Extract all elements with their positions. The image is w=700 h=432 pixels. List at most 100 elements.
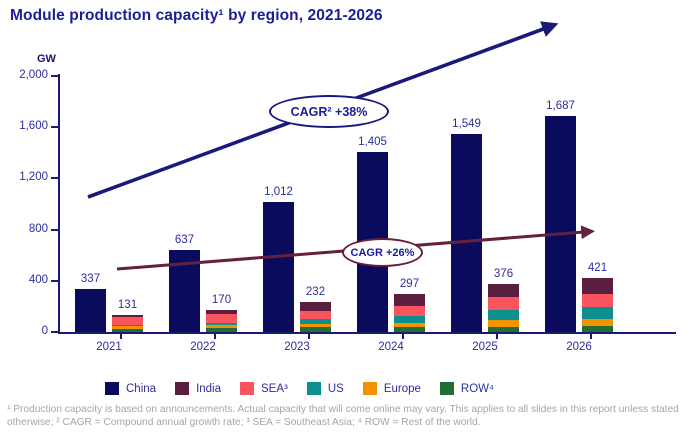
cagr-annotation-china: CAGR² +38% bbox=[269, 95, 389, 128]
segment-sea-2026 bbox=[582, 294, 613, 307]
bar-value-label-china-2023: 1,012 bbox=[264, 186, 293, 199]
segment-sea-2024 bbox=[394, 306, 425, 317]
legend-swatch-china bbox=[105, 382, 119, 395]
chart-legend: China India SEA³ US Europe ROW⁴ bbox=[105, 382, 494, 395]
segment-sea-2023 bbox=[300, 310, 331, 319]
y-axis-tick bbox=[51, 177, 58, 180]
legend-label-us: US bbox=[327, 382, 344, 395]
segment-india-2021 bbox=[112, 315, 143, 317]
bar-china-2021 bbox=[75, 288, 106, 332]
x-axis-tick bbox=[496, 334, 498, 339]
legend-label-india: India bbox=[196, 382, 221, 395]
legend-label-sea: SEA³ bbox=[261, 382, 288, 395]
segment-europe-2022 bbox=[206, 325, 237, 328]
bar-value-label-stack-2022: 170 bbox=[211, 294, 232, 307]
legend-item-row: ROW⁴ bbox=[439, 382, 494, 395]
segment-us-2022 bbox=[206, 322, 237, 326]
segment-sea-2021 bbox=[112, 317, 143, 325]
segment-us-2025 bbox=[488, 309, 519, 321]
legend-swatch-us bbox=[306, 382, 321, 395]
legend-item-sea: SEA³ bbox=[240, 382, 288, 395]
segment-europe-2026 bbox=[582, 318, 613, 327]
y-axis-tick bbox=[51, 75, 58, 77]
bar-stack-2022 bbox=[206, 310, 237, 332]
x-axis-label-2021: 2021 bbox=[96, 341, 122, 353]
segment-europe-2021 bbox=[112, 326, 143, 329]
legend-label-row: ROW⁴ bbox=[460, 382, 494, 395]
bar-value-label-stack-2021: 131 bbox=[117, 299, 138, 312]
chart-title: Module production capacity¹ by region, 2… bbox=[10, 7, 383, 24]
y-axis-tick bbox=[51, 279, 58, 282]
segment-india-2024 bbox=[394, 293, 425, 307]
y-axis-tick-label: 2,000 bbox=[19, 69, 48, 81]
x-axis-label-2024: 2024 bbox=[378, 341, 404, 353]
segment-europe-2023 bbox=[300, 323, 331, 328]
segment-europe-2025 bbox=[488, 320, 519, 327]
segment-row-2022 bbox=[206, 328, 237, 332]
bar-value-label-stack-2026: 421 bbox=[587, 262, 608, 275]
bar-value-label-stack-2025: 376 bbox=[493, 267, 514, 280]
segment-us-2023 bbox=[300, 318, 331, 324]
bar-stack-2026 bbox=[582, 278, 613, 332]
bar-value-label-china-2025: 1,549 bbox=[452, 117, 481, 130]
x-axis-tick bbox=[590, 334, 592, 339]
footnote: ¹ Production capacity is based on announ… bbox=[7, 404, 679, 429]
bar-value-label-china-2024: 1,405 bbox=[358, 136, 387, 149]
y-axis-tick bbox=[51, 331, 58, 333]
y-axis-tick-label: 1,200 bbox=[19, 171, 48, 184]
bar-china-2026 bbox=[545, 116, 576, 332]
y-axis-tick-label: 1,600 bbox=[19, 120, 48, 133]
segment-india-2022 bbox=[206, 310, 237, 314]
segment-sea-2025 bbox=[488, 297, 519, 310]
segment-india-2026 bbox=[582, 278, 613, 295]
y-axis-tick-label: 0 bbox=[41, 325, 48, 337]
segment-row-2024 bbox=[394, 326, 425, 332]
legend-item-us: US bbox=[306, 382, 344, 395]
segment-sea-2022 bbox=[206, 313, 237, 323]
segment-us-2024 bbox=[394, 316, 425, 323]
legend-item-europe: Europe bbox=[362, 382, 421, 395]
bar-value-label-china-2022: 637 bbox=[174, 234, 195, 247]
segment-row-2021 bbox=[112, 328, 143, 332]
y-axis-tick bbox=[51, 126, 58, 129]
bar-china-2025 bbox=[451, 133, 482, 332]
legend-item-india: India bbox=[175, 382, 221, 395]
bar-value-label-stack-2024: 297 bbox=[399, 277, 420, 290]
segment-india-2023 bbox=[300, 302, 331, 311]
bar-china-2023 bbox=[263, 202, 294, 332]
x-axis-tick bbox=[214, 334, 216, 339]
bar-value-label-stack-2023: 232 bbox=[305, 286, 326, 299]
segment-row-2025 bbox=[488, 326, 519, 332]
x-axis-tick bbox=[402, 334, 404, 339]
bar-value-label-china-2021: 337 bbox=[80, 272, 101, 285]
y-axis-tick-label: 400 bbox=[28, 273, 48, 286]
legend-swatch-europe bbox=[362, 382, 377, 395]
bar-stack-2025 bbox=[488, 283, 519, 332]
legend-label-europe: Europe bbox=[383, 382, 421, 395]
y-axis-line bbox=[58, 74, 60, 332]
bar-value-label-china-2026: 1,687 bbox=[546, 100, 575, 113]
x-axis-label-2026: 2026 bbox=[566, 341, 592, 353]
bar-china-2022 bbox=[169, 250, 200, 332]
cagr-annotation-rest: CAGR +26% bbox=[342, 238, 423, 267]
legend-swatch-sea bbox=[240, 382, 254, 395]
segment-row-2026 bbox=[582, 326, 613, 332]
y-axis-tick-label: 800 bbox=[28, 222, 48, 235]
segment-us-2021 bbox=[112, 324, 143, 327]
segment-europe-2024 bbox=[394, 322, 425, 327]
x-axis-tick bbox=[120, 334, 122, 339]
x-axis-line bbox=[58, 332, 676, 334]
segment-india-2025 bbox=[488, 283, 519, 298]
y-axis-tick bbox=[51, 228, 58, 231]
x-axis-label-2022: 2022 bbox=[190, 341, 216, 353]
bar-stack-2021 bbox=[112, 315, 143, 332]
bar-stack-2024 bbox=[394, 293, 425, 332]
y-axis-unit-label: GW bbox=[37, 53, 56, 65]
segment-row-2023 bbox=[300, 327, 331, 332]
segment-us-2026 bbox=[582, 306, 613, 319]
x-axis-label-2025: 2025 bbox=[472, 341, 498, 353]
legend-label-china: China bbox=[126, 382, 157, 395]
legend-swatch-row bbox=[439, 382, 454, 395]
x-axis-label-2023: 2023 bbox=[284, 341, 310, 353]
